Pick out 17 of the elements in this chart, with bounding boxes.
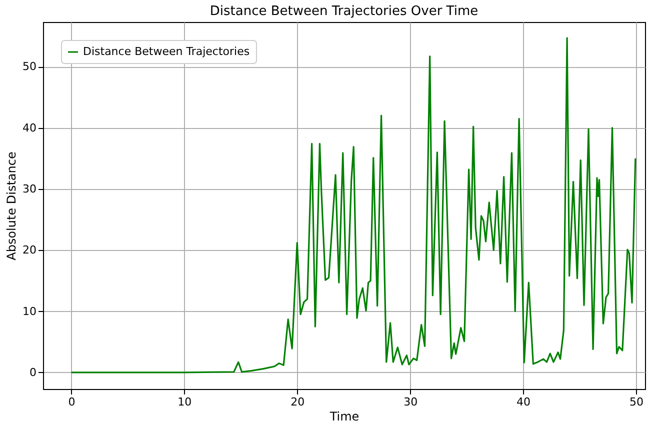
chart-title: Distance Between Trajectories Over Time (210, 4, 478, 19)
y-tick-label: 50 (22, 60, 36, 74)
x-tick-label: 10 (178, 396, 192, 408)
x-tick-label: 50 (629, 396, 644, 408)
y-tick-label: 40 (22, 121, 36, 134)
y-axis-title: Absolute Distance (4, 152, 19, 260)
y-tick-label: 30 (22, 182, 36, 196)
y-tick-label: 0 (30, 366, 36, 379)
legend-label: Distance Between Trajectories (83, 45, 250, 58)
x-tick-label: 30 (404, 396, 418, 408)
y-tick-label: 20 (22, 244, 36, 257)
line-series (70, 37, 636, 374)
x-tick-label: 0 (68, 396, 76, 408)
y-tick-label: 10 (22, 304, 36, 318)
x-axis-title: Time (328, 410, 360, 424)
x-tick-label: 40 (516, 396, 531, 408)
x-tick-label: 20 (290, 396, 305, 408)
